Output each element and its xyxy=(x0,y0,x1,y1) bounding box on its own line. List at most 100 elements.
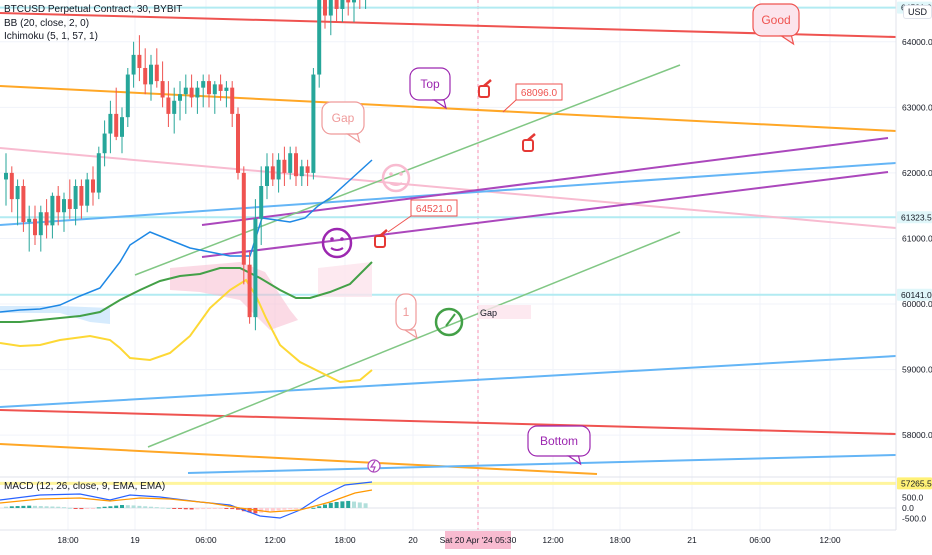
candle-body xyxy=(317,0,322,75)
callout-bottom: Bottom xyxy=(527,425,591,466)
macd-bar xyxy=(247,508,252,513)
candle-body xyxy=(288,153,293,173)
macd-bar xyxy=(15,506,20,508)
clock-icon xyxy=(434,307,464,337)
candle-body xyxy=(270,166,275,180)
callout-bottom-tail xyxy=(566,455,582,466)
trend-line xyxy=(147,231,681,448)
candle-body xyxy=(9,172,14,200)
macd-bar xyxy=(323,504,327,508)
callout-good-tail xyxy=(779,35,795,46)
neutral-face-icon-mouth xyxy=(330,247,344,251)
candle-body xyxy=(149,64,153,85)
price-tick-label: 64000.0 xyxy=(902,37,932,47)
price-tick-label: 59000.0 xyxy=(902,365,932,375)
macd-bar xyxy=(294,508,298,509)
callout-gap-bubble xyxy=(321,101,365,135)
neutral-face-icon-eye-right xyxy=(340,237,344,241)
candle-body xyxy=(50,195,55,226)
pointing-hand-icon-finger xyxy=(483,79,492,87)
smile-face-icon-mouth xyxy=(389,182,403,186)
price-tick-label: 63000.0 xyxy=(902,102,932,112)
candle-body xyxy=(352,0,356,3)
macd-bar xyxy=(62,507,66,509)
macd-bar xyxy=(328,502,333,508)
candle-body xyxy=(230,87,235,114)
pointing-hand-icon-2 xyxy=(522,133,536,152)
candle-body xyxy=(259,186,264,219)
time-tick-label: 20 xyxy=(408,535,418,545)
macd-bar xyxy=(4,506,8,508)
chart-title: BTCUSD Perpetual Contract, 30, BYBIT xyxy=(4,4,183,15)
macd-bar xyxy=(236,508,240,510)
time-tick-label: 12:00 xyxy=(542,535,564,545)
candle-body xyxy=(183,87,188,95)
candle-body xyxy=(236,113,240,173)
macd-bar xyxy=(212,508,217,509)
candle-body xyxy=(189,87,194,98)
currency-button[interactable]: USD xyxy=(903,5,932,19)
candle-body xyxy=(224,87,229,91)
time-axis[interactable]: 18:00 19 06:00 12:00 18:00 20 Sat 20 Apr '24 0… xyxy=(0,529,896,549)
macd-bar xyxy=(317,506,322,508)
macd-bar xyxy=(73,508,78,509)
callout-gap: Gap xyxy=(321,101,365,144)
macd-bar xyxy=(9,506,14,508)
macd-pane xyxy=(0,476,932,519)
price-note-64521-box xyxy=(410,199,458,217)
callout-bottom-label: Bottom xyxy=(540,434,578,448)
candle-body xyxy=(67,199,72,209)
candle-body xyxy=(311,74,316,173)
gap-box xyxy=(478,305,531,319)
candle-body xyxy=(299,166,304,177)
pointing-hand-icon-3 xyxy=(374,229,388,248)
macd-bar xyxy=(21,505,26,508)
clock-face xyxy=(434,307,464,337)
price-note-68096-pointer xyxy=(502,99,517,113)
macd-bar xyxy=(334,502,339,508)
callout-one: 1 xyxy=(395,293,418,340)
time-tick-label: 21 xyxy=(687,535,697,545)
candle-body xyxy=(282,159,287,173)
macd-bar xyxy=(270,508,275,511)
macd-bar xyxy=(96,507,101,509)
pointing-hand-icon-2-palm xyxy=(522,139,534,152)
clock-hand xyxy=(448,313,456,323)
time-tick-label: 18:00 xyxy=(334,535,356,545)
trend-line xyxy=(201,171,889,258)
price-axis[interactable]: 69000.068000.067000.066000.065000.064000… xyxy=(895,0,932,550)
callout-top-bubble xyxy=(409,67,451,101)
clock-hand-short xyxy=(445,321,450,327)
macd-bar xyxy=(346,500,351,508)
callout-bottom-bubble xyxy=(527,425,591,457)
bb-middle xyxy=(0,261,373,323)
candle-body xyxy=(125,74,130,118)
neutral-face-icon-eye-left xyxy=(330,237,334,241)
candle-body xyxy=(212,84,217,95)
trend-line xyxy=(0,355,897,408)
callout-one-tail xyxy=(403,329,418,340)
candle-body xyxy=(305,166,310,173)
candle-body xyxy=(15,186,20,200)
macd-bar xyxy=(340,501,345,508)
candle-body xyxy=(27,218,32,223)
price-label-box xyxy=(897,288,932,301)
lightning-icon xyxy=(367,459,381,473)
candle-body xyxy=(108,113,113,134)
macd-bar xyxy=(352,501,356,508)
time-tick-label: 06:00 xyxy=(749,535,771,545)
pointing-hand-icon-palm xyxy=(478,85,490,98)
price-note-68096-text: 68096.0 xyxy=(521,88,558,99)
bb-legend: BB (20, close, 2, 0) xyxy=(4,18,90,29)
candle-body xyxy=(166,97,171,114)
price-label-text: 60141.0 xyxy=(901,290,932,300)
macd-bar xyxy=(288,508,293,510)
candle-body xyxy=(96,153,101,193)
candle-body xyxy=(120,117,124,137)
time-cursor-label: Sat 20 Apr '24 05:30 xyxy=(440,535,517,545)
macd-bar xyxy=(131,505,136,508)
price-label-text: 61323.5 xyxy=(901,212,932,222)
candle-body xyxy=(154,64,159,82)
macd-bar xyxy=(79,508,84,510)
